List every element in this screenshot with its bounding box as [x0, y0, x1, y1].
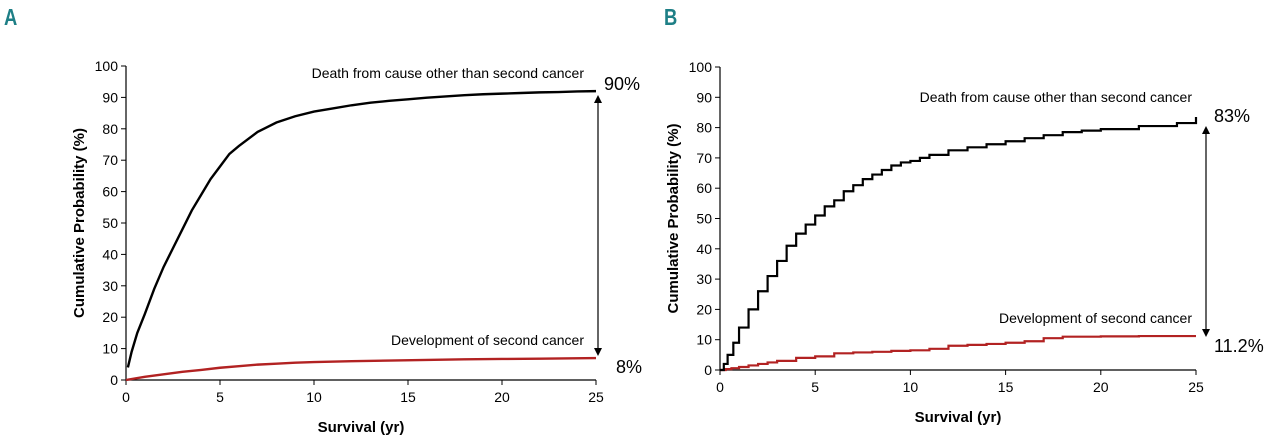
arrow-head-up — [1202, 126, 1210, 134]
arrow-head-down — [594, 348, 602, 356]
x-axis-label: Survival (yr) — [915, 409, 1002, 426]
chart-b-svg: 0 10 20 30 40 50 60 70 80 90 100 0 5 10 15 20 25 Cumula… — [665, 59, 1264, 426]
y-tick-label: 20 — [696, 301, 712, 317]
y-axis-label: Cumulative Probability (%) — [665, 123, 682, 313]
panel-b: B 0 10 20 30 40 50 60 70 80 90 100 0 5 10 15 20 25 Cumu… — [640, 0, 1280, 443]
y-tick-label: 0 — [704, 362, 712, 378]
y-tick-label: 50 — [696, 211, 712, 227]
x-tick-label: 0 — [716, 379, 724, 395]
chart-a-svg: 0 10 20 30 40 50 60 70 80 90 100 0 5 10 15 20 25 Cumula… — [71, 58, 642, 436]
y-tick-label: 20 — [102, 309, 118, 325]
y-axis-ticks: 0 10 20 30 40 50 60 70 80 90 100 — [689, 59, 720, 378]
y-tick-label: 80 — [102, 121, 118, 137]
series-line-death-other-cause — [126, 89, 597, 368]
x-tick-label: 25 — [1188, 379, 1204, 395]
x-tick-label: 25 — [588, 389, 604, 405]
arrow-head-up — [594, 95, 602, 103]
x-tick-label: 15 — [998, 379, 1014, 395]
y-axis-label: Cumulative Probability (%) — [71, 128, 88, 318]
series-line-second-cancer — [125, 356, 597, 382]
y-tick-label: 100 — [689, 59, 713, 75]
panel-letter: B — [664, 4, 678, 30]
cancer-series-label: Development of second cancer — [391, 332, 584, 348]
x-tick-label: 5 — [811, 379, 819, 395]
death-series-label: Death from cause other than second cance… — [312, 65, 585, 81]
x-tick-label: 20 — [494, 389, 510, 405]
death-end-value: 90% — [604, 74, 640, 94]
y-tick-label: 70 — [102, 152, 118, 168]
y-tick-label: 60 — [696, 180, 712, 196]
cancer-end-value: 8% — [616, 357, 642, 377]
series-line-death-other-cause — [720, 116, 1198, 372]
y-tick-label: 100 — [95, 58, 119, 74]
cancer-series-label: Development of second cancer — [999, 310, 1192, 326]
y-tick-label: 10 — [696, 332, 712, 348]
cancer-end-value: 11.2% — [1214, 336, 1264, 356]
y-tick-label: 50 — [102, 215, 118, 231]
death-series-label: Death from cause other than second cance… — [920, 89, 1193, 105]
y-tick-label: 60 — [102, 184, 118, 200]
x-axis-label: Survival (yr) — [318, 419, 405, 436]
x-tick-label: 5 — [216, 389, 224, 405]
y-tick-label: 30 — [102, 278, 118, 294]
x-tick-label: 0 — [122, 389, 130, 405]
x-tick-label: 10 — [903, 379, 919, 395]
y-tick-label: 40 — [102, 246, 118, 262]
y-tick-label: 40 — [696, 241, 712, 257]
panel-a: A 0 10 20 30 40 50 60 70 80 90 100 0 5 10 15 20 25 Cumu… — [4, 4, 642, 436]
death-end-value: 83% — [1214, 106, 1250, 126]
series-line-second-cancer — [720, 334, 1196, 372]
x-axis-ticks: 0 5 10 15 20 25 — [716, 370, 1204, 395]
y-axis-ticks: 0 10 20 30 40 50 60 70 80 90 100 — [95, 58, 126, 388]
panel-letter: A — [4, 4, 18, 30]
y-tick-label: 80 — [696, 120, 712, 136]
y-tick-label: 70 — [696, 150, 712, 166]
x-axis-ticks: 0 5 10 15 20 25 — [122, 380, 604, 405]
y-tick-label: 90 — [696, 89, 712, 105]
y-tick-label: 10 — [102, 341, 118, 357]
x-tick-label: 20 — [1093, 379, 1109, 395]
y-tick-label: 0 — [110, 372, 118, 388]
y-tick-label: 30 — [696, 271, 712, 287]
x-tick-label: 10 — [306, 389, 322, 405]
x-tick-label: 15 — [400, 389, 416, 405]
y-tick-label: 90 — [102, 89, 118, 105]
arrow-head-down — [1202, 329, 1210, 337]
